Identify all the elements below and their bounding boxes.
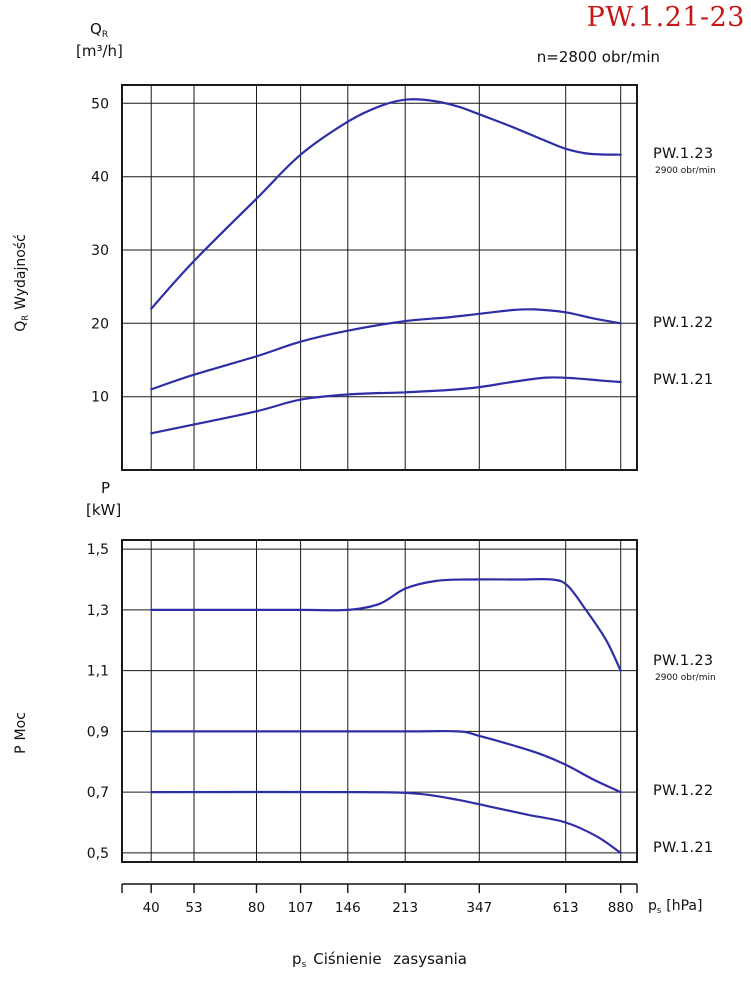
x-tick-label-107: 107 bbox=[288, 900, 314, 916]
y-tick-label: 30 bbox=[91, 243, 109, 259]
y-tick-label: 1,1 bbox=[87, 664, 109, 680]
curve-capacity-chart-PW.1.23 bbox=[150, 98, 622, 310]
y-tick-label: 10 bbox=[91, 390, 109, 406]
series-label-top-pw121: PW.1.21 bbox=[653, 372, 714, 388]
y-axis-unit-top: [m³/h] bbox=[76, 42, 123, 60]
curve-power-chart-PW.1.22 bbox=[150, 729, 622, 794]
y-axis-title-bottom: PMoc bbox=[13, 712, 29, 754]
series-label-bottom-pw122: PW.1.22 bbox=[653, 783, 714, 799]
y-axis-symbol-top: QR bbox=[90, 20, 109, 41]
y-tick-label: 0,5 bbox=[87, 846, 109, 862]
y-tick-label: 50 bbox=[91, 96, 109, 112]
y-tick-label: 1,5 bbox=[87, 542, 109, 558]
curve-capacity-chart-PW.1.21 bbox=[150, 376, 622, 435]
series-label-bottom-pw121: PW.1.21 bbox=[653, 840, 714, 856]
x-axis-unit: ps [hPa] bbox=[648, 898, 703, 915]
chart-subtitle: n=2800 obr/min bbox=[536, 48, 660, 66]
page-title: PW.1.21-23 bbox=[586, 2, 745, 33]
y-axis-title-top: QRWydajność bbox=[13, 234, 30, 332]
y-axis-unit-bottom: [kW] bbox=[86, 501, 122, 519]
x-tick-label-40: 40 bbox=[143, 900, 160, 916]
curve-capacity-chart-PW.1.22 bbox=[150, 308, 622, 391]
x-tick-label-347: 347 bbox=[466, 900, 492, 916]
y-axis-symbol-bottom: P bbox=[101, 479, 111, 497]
x-axis-caption: ps Ciśnienie zasysania bbox=[292, 950, 467, 971]
x-tick-label-213: 213 bbox=[392, 900, 418, 916]
series-label-top-pw123: PW.1.23 bbox=[653, 146, 714, 162]
series-label-bottom-pw123: PW.1.23 bbox=[653, 653, 714, 669]
y-tick-label: 1,3 bbox=[87, 603, 109, 619]
x-tick-label-613: 613 bbox=[553, 900, 579, 916]
curve-power-chart-PW.1.23 bbox=[150, 577, 622, 672]
series-note-top-pw123: 2900 obr/min bbox=[655, 166, 716, 176]
series-label-top-pw122: PW.1.22 bbox=[653, 315, 714, 331]
x-tick-label-880: 880 bbox=[608, 900, 634, 916]
plot-border-power-chart bbox=[121, 539, 638, 863]
x-tick-label-53: 53 bbox=[185, 900, 202, 916]
y-tick-label: 20 bbox=[91, 316, 109, 332]
y-tick-label: 40 bbox=[91, 170, 109, 186]
plot-border-capacity-chart bbox=[121, 84, 638, 471]
y-tick-label: 0,7 bbox=[87, 785, 109, 801]
y-tick-label: 0,9 bbox=[87, 724, 109, 740]
x-tick-label-146: 146 bbox=[335, 900, 361, 916]
x-tick-label-80: 80 bbox=[248, 900, 265, 916]
curve-power-chart-PW.1.21 bbox=[150, 790, 622, 854]
series-note-bottom-pw123: 2900 obr/min bbox=[655, 673, 716, 683]
